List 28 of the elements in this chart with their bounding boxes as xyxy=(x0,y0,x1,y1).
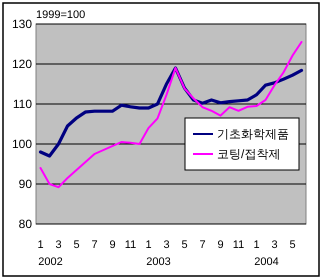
x-tick-label: 1 xyxy=(37,239,44,251)
x-tick-label: 5 xyxy=(289,239,296,251)
legend-label: 코팅/접착제 xyxy=(217,147,280,162)
text: 2003 xyxy=(146,256,171,268)
text: 2004 xyxy=(254,256,279,268)
y-tick-label: 80 xyxy=(18,217,32,232)
x-tick-label: 7 xyxy=(199,239,206,251)
x-tick-label: 5 xyxy=(73,239,80,251)
y-tick-label: 120 xyxy=(12,57,32,72)
text: 2002 xyxy=(38,256,63,268)
line-series xyxy=(40,41,302,188)
y-tick-label: 90 xyxy=(18,177,32,192)
x-tick-label: 5 xyxy=(181,239,188,251)
x-tick-label: 3 xyxy=(271,239,278,251)
x-tick-label: 9 xyxy=(109,239,116,251)
x-tick-label: 3 xyxy=(55,239,62,251)
legend-label: 기초화학제품 xyxy=(217,127,289,142)
y-tick-label: 130 xyxy=(12,17,32,32)
chart-subtitle: 1999=100 xyxy=(36,9,86,21)
y-tick-label: 110 xyxy=(12,97,32,112)
x-tick-label: 11 xyxy=(232,239,244,251)
x-tick-label: 3 xyxy=(163,239,170,251)
x-tick-label: 11 xyxy=(124,239,136,251)
x-tick-label: 7 xyxy=(91,239,98,251)
x-tick-label: 9 xyxy=(217,239,224,251)
x-tick-label: 1 xyxy=(145,239,152,251)
y-tick-label: 100 xyxy=(12,137,32,152)
x-tick-label: 1 xyxy=(253,239,260,251)
